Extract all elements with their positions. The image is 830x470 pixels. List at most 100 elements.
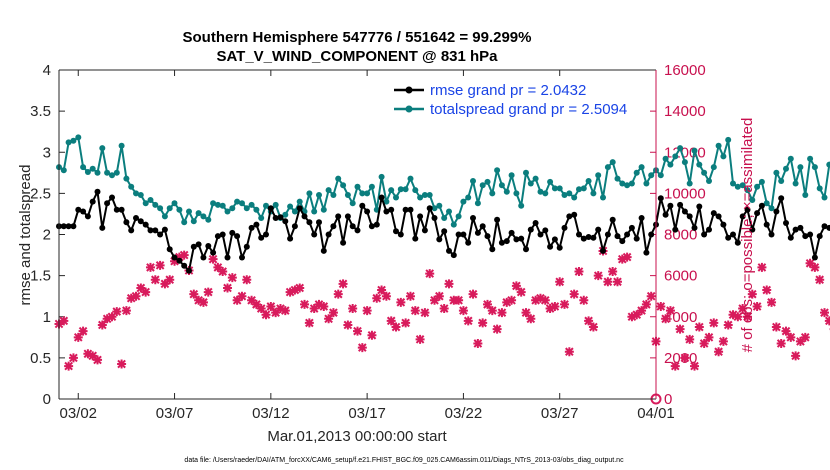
obs-marker bbox=[535, 293, 545, 303]
rmse-point bbox=[123, 219, 130, 226]
obs-marker bbox=[482, 299, 492, 309]
obs-marker bbox=[425, 269, 435, 279]
rmse-point bbox=[763, 221, 770, 228]
obs-marker bbox=[266, 301, 276, 311]
totalspread-point bbox=[821, 194, 828, 201]
totalspread-point bbox=[402, 186, 409, 193]
chart-title-line2: SAT_V_WIND_COMPONENT @ 831 hPa bbox=[216, 48, 498, 65]
obs-marker bbox=[256, 304, 266, 314]
totalspread-point bbox=[595, 172, 602, 179]
totalspread-point bbox=[619, 180, 626, 187]
rmse-point bbox=[70, 223, 77, 230]
totalspread-point bbox=[210, 200, 217, 207]
totalspread-point bbox=[715, 142, 722, 149]
totalspread-point bbox=[340, 182, 347, 189]
obs-marker bbox=[304, 318, 314, 328]
obs-marker bbox=[742, 312, 752, 322]
rmse-point bbox=[667, 202, 674, 209]
totalspread-point bbox=[70, 137, 77, 144]
obs-marker bbox=[738, 304, 748, 314]
chart-title-line1: Southern Hemisphere 547776 / 551642 = 99… bbox=[183, 29, 532, 46]
obs-marker bbox=[752, 301, 762, 311]
obs-marker bbox=[333, 289, 343, 299]
rmse-point bbox=[142, 221, 149, 228]
totalspread-point bbox=[243, 205, 250, 212]
rmse-point bbox=[373, 221, 380, 228]
totalspread-point bbox=[754, 183, 761, 190]
legend-rmse-marker bbox=[405, 86, 413, 94]
rmse-point bbox=[161, 226, 168, 233]
rmse-point bbox=[744, 206, 751, 213]
rmse-point bbox=[104, 200, 111, 207]
obs-marker bbox=[165, 275, 175, 285]
rmse-point bbox=[691, 224, 698, 231]
rmse-point bbox=[258, 234, 265, 241]
obs-marker bbox=[174, 252, 184, 262]
obs-marker bbox=[805, 258, 815, 268]
obs-marker bbox=[714, 347, 724, 357]
totalspread-point bbox=[744, 187, 751, 194]
totalspread-point bbox=[205, 216, 212, 223]
rmse-point bbox=[576, 231, 582, 238]
obs-marker bbox=[728, 310, 738, 320]
totalspread-point bbox=[282, 211, 289, 218]
left-y-tick-label: 2 bbox=[43, 227, 51, 244]
totalspread-point bbox=[239, 200, 245, 207]
totalspread-point bbox=[99, 145, 106, 152]
rmse-point bbox=[368, 223, 375, 230]
obs-marker bbox=[670, 361, 680, 371]
obs-marker bbox=[261, 310, 271, 320]
totalspread-point bbox=[80, 164, 87, 171]
obs-marker bbox=[757, 262, 767, 272]
series-totalspread bbox=[56, 134, 830, 228]
totalspread-point bbox=[176, 206, 183, 213]
obs-marker bbox=[593, 271, 603, 281]
rmse-point bbox=[720, 221, 727, 228]
rmse-point bbox=[109, 194, 115, 201]
totalspread-point bbox=[508, 172, 515, 179]
totalspread-point bbox=[532, 175, 539, 182]
totalspread-point bbox=[648, 172, 655, 179]
totalspread-line bbox=[58, 136, 830, 226]
rmse-point bbox=[710, 210, 717, 217]
totalspread-point bbox=[590, 190, 597, 197]
right-y-tick-label: 6000 bbox=[664, 268, 697, 285]
rmse-point bbox=[648, 231, 655, 238]
right-y-tick-label: 12000 bbox=[664, 144, 706, 161]
rmse-point bbox=[518, 235, 525, 242]
obs-marker bbox=[83, 349, 93, 359]
rmse-point bbox=[118, 206, 125, 213]
obs-marker bbox=[622, 252, 632, 262]
rmse-point bbox=[455, 231, 462, 238]
totalspread-point bbox=[576, 186, 582, 193]
rmse-point bbox=[229, 229, 236, 236]
x-tick-label: 03/07 bbox=[156, 405, 194, 422]
rmse-line bbox=[59, 190, 830, 272]
left-y-tick-label: 1 bbox=[43, 309, 51, 326]
obs-marker bbox=[97, 320, 107, 330]
rmse-point bbox=[80, 208, 87, 215]
rmse-point bbox=[787, 234, 794, 241]
totalspread-point bbox=[137, 192, 144, 198]
data-file-footer: data file: /Users/raeder/DAI/ATM_forcXX/… bbox=[184, 457, 624, 464]
totalspread-point bbox=[190, 218, 197, 225]
obs-marker bbox=[617, 254, 627, 264]
totalspread-point bbox=[186, 208, 192, 215]
rmse-point bbox=[446, 247, 452, 254]
rmse-point bbox=[407, 206, 414, 213]
obs-marker bbox=[357, 343, 367, 353]
obs-marker bbox=[160, 279, 170, 289]
rmse-point bbox=[364, 208, 371, 215]
obs-marker bbox=[102, 314, 112, 324]
totalspread-point bbox=[320, 206, 327, 213]
totalspread-point bbox=[364, 190, 371, 197]
legend-totalspread-label: totalspread grand pr = 2.5094 bbox=[430, 101, 627, 118]
rmse-point bbox=[137, 218, 144, 225]
totalspread-point bbox=[749, 197, 756, 203]
totalspread-point bbox=[691, 147, 698, 154]
totalspread-point bbox=[316, 192, 322, 198]
obs-marker bbox=[434, 291, 444, 301]
obs-marker bbox=[704, 332, 714, 342]
obs-marker bbox=[324, 314, 334, 324]
